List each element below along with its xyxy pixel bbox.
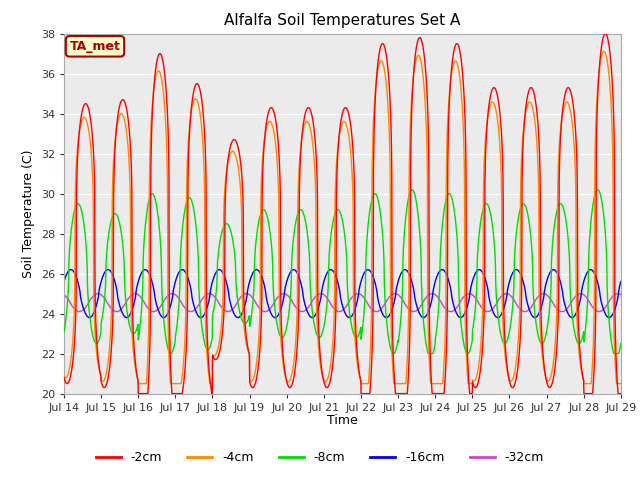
Y-axis label: Soil Temperature (C): Soil Temperature (C) bbox=[22, 149, 35, 278]
Legend: -2cm, -4cm, -8cm, -16cm, -32cm: -2cm, -4cm, -8cm, -16cm, -32cm bbox=[91, 446, 549, 469]
Text: TA_met: TA_met bbox=[70, 40, 120, 53]
X-axis label: Time: Time bbox=[327, 414, 358, 427]
Title: Alfalfa Soil Temperatures Set A: Alfalfa Soil Temperatures Set A bbox=[224, 13, 461, 28]
